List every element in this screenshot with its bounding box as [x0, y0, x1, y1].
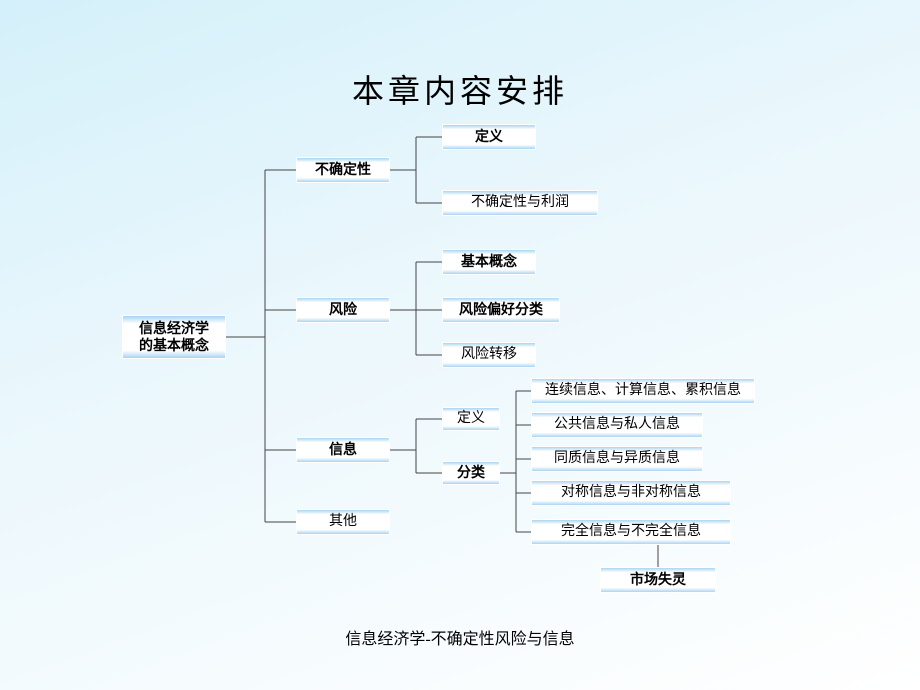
page-title: 本章内容安排 [0, 66, 920, 112]
node-uncertainty: 不确定性 [296, 157, 390, 183]
node-classify: 分类 [442, 461, 500, 485]
node-c2: 公共信息与私人信息 [531, 412, 703, 438]
node-other: 其他 [296, 509, 390, 535]
node-c4: 对称信息与非对称信息 [531, 480, 731, 506]
node-definition2: 定义 [442, 407, 500, 431]
node-risk_transfer: 风险转移 [442, 342, 536, 368]
node-info: 信息 [296, 437, 390, 463]
node-risk_pref: 风险偏好分类 [442, 297, 560, 323]
footer-caption: 信息经济学-不确定性风险与信息 [0, 625, 920, 649]
node-uncert_profit: 不确定性与利润 [442, 190, 598, 216]
node-c5: 完全信息与不完全信息 [531, 519, 731, 545]
node-definition1: 定义 [442, 124, 536, 150]
node-c1: 连续信息、计算信息、累积信息 [531, 378, 755, 404]
node-market_fail: 市场失灵 [600, 567, 716, 593]
node-basic_concept: 基本概念 [442, 249, 536, 275]
node-risk: 风险 [296, 297, 390, 323]
node-c3: 同质信息与异质信息 [531, 446, 703, 472]
node-root: 信息经济学的基本概念 [122, 315, 226, 359]
